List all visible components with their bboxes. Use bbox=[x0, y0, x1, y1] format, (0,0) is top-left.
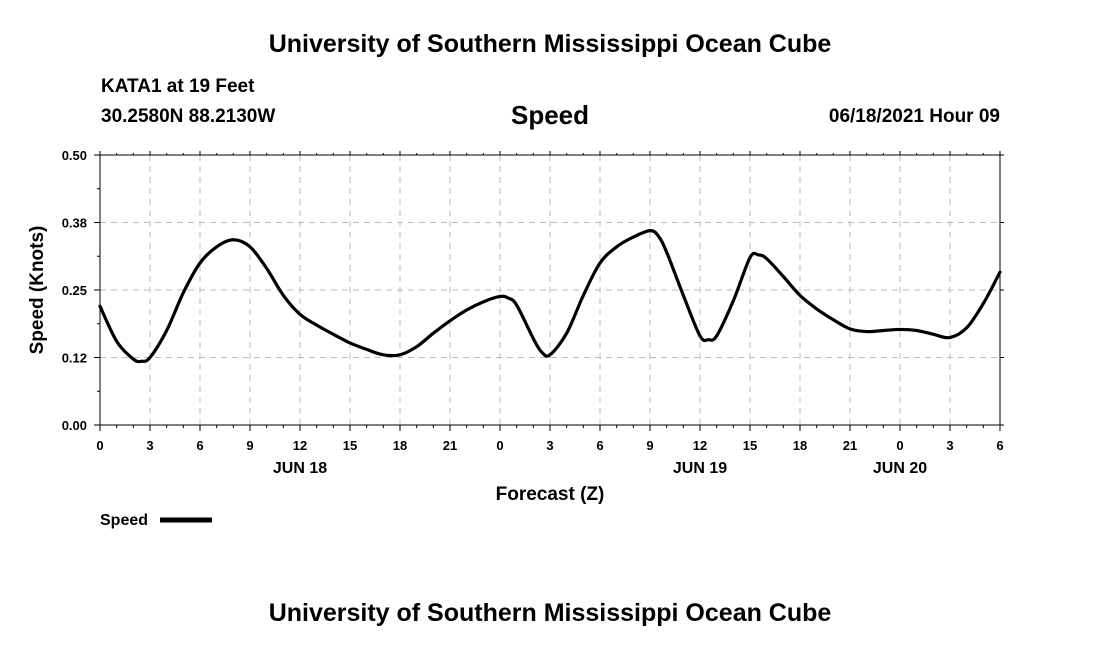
x-tick-label: 12 bbox=[693, 438, 707, 453]
label-layer: 0.00 0.12 0.25 0.38 0.50 0 3 6 9 12 15 18 21 0 3 6 9 12 15… bbox=[62, 148, 1004, 477]
x-tick-label: 18 bbox=[393, 438, 407, 453]
y-tick-label: 0.38 bbox=[62, 216, 87, 231]
y-tick-label: 0.00 bbox=[62, 418, 87, 433]
page-title: University of Southern Mississippi Ocean… bbox=[268, 30, 832, 58]
x-tick-label: 3 bbox=[146, 438, 153, 453]
y-tick-label: 0.25 bbox=[62, 283, 87, 298]
x-tick-label: 21 bbox=[843, 438, 857, 453]
coordinates-label: 30.2580N 88.2130W bbox=[101, 106, 276, 127]
day-label: JUN 20 bbox=[873, 460, 927, 477]
y-tick-label: 0.12 bbox=[62, 351, 87, 366]
x-tick-label: 9 bbox=[246, 438, 253, 453]
x-tick-label: 12 bbox=[293, 438, 307, 453]
x-tick-label: 15 bbox=[743, 438, 757, 453]
x-axis-title: Forecast (Z) bbox=[496, 484, 605, 505]
x-tick-label: 6 bbox=[596, 438, 603, 453]
x-tick-label: 0 bbox=[896, 438, 903, 453]
x-tick-label: 3 bbox=[546, 438, 553, 453]
plot-frame bbox=[99, 154, 1001, 426]
x-tick-label: 3 bbox=[946, 438, 953, 453]
y-axis-title: Speed (Knots) bbox=[27, 226, 48, 355]
x-tick-label: 0 bbox=[496, 438, 503, 453]
tick-layer bbox=[94, 151, 1004, 431]
station-label: KATA1 at 19 Feet bbox=[101, 76, 255, 97]
grid-layer bbox=[100, 155, 1000, 425]
x-tick-label: 9 bbox=[646, 438, 653, 453]
x-tick-label: 15 bbox=[343, 438, 357, 453]
footer-title: University of Southern Mississippi Ocean… bbox=[268, 599, 832, 627]
x-tick-label: 6 bbox=[196, 438, 203, 453]
datetime-label: 06/18/2021 Hour 09 bbox=[828, 106, 1000, 127]
x-tick-label: 6 bbox=[996, 438, 1003, 453]
series-layer bbox=[98, 228, 1002, 364]
y-tick-label: 0.50 bbox=[62, 148, 87, 163]
x-tick-label: 0 bbox=[96, 438, 103, 453]
x-tick-label: 21 bbox=[443, 438, 457, 453]
day-label: JUN 19 bbox=[673, 460, 727, 477]
day-label: JUN 18 bbox=[273, 460, 327, 477]
legend-label: Speed bbox=[100, 512, 148, 529]
x-tick-label: 18 bbox=[793, 438, 807, 453]
series-line-speed bbox=[98, 228, 1002, 364]
chart-title: Speed bbox=[510, 100, 590, 130]
